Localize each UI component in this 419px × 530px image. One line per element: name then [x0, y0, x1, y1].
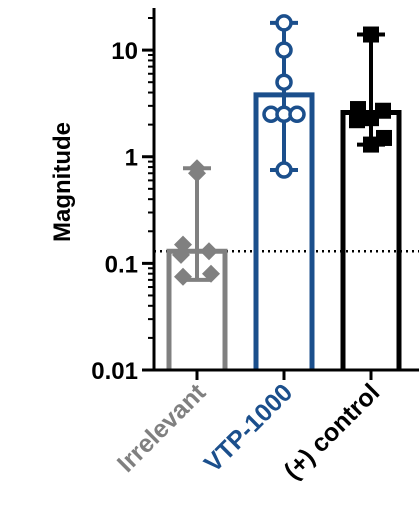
point-1-0 — [275, 14, 293, 32]
point-2-4 — [349, 112, 365, 129]
point-1-2 — [275, 73, 293, 91]
category-label-2: (+) control — [279, 378, 386, 485]
y-axis-label: Magnitude — [49, 122, 76, 242]
category-label-0: Irrelevant — [112, 378, 212, 478]
point-0-1 — [188, 164, 206, 183]
axes: 0.01 0.1 1 10 — [91, 8, 419, 385]
point-0-5 — [202, 264, 220, 283]
point-2-5 — [376, 129, 392, 146]
point-1-5 — [288, 105, 306, 124]
plot-area — [154, 14, 419, 370]
y-tick-label-1: 0.1 — [105, 251, 138, 278]
point-0-3 — [200, 242, 218, 261]
point-0-4 — [172, 245, 190, 264]
point-1-6 — [275, 161, 293, 179]
y-tick-label-3: 10 — [111, 38, 138, 65]
point-0-6 — [174, 267, 192, 286]
y-tick-label-0: 0.01 — [91, 358, 138, 385]
y-tick-label-2: 1 — [125, 145, 138, 172]
point-1-1 — [275, 41, 293, 59]
point-2-3 — [363, 110, 379, 127]
point-2-6 — [363, 136, 379, 153]
point-2-0 — [363, 26, 379, 43]
